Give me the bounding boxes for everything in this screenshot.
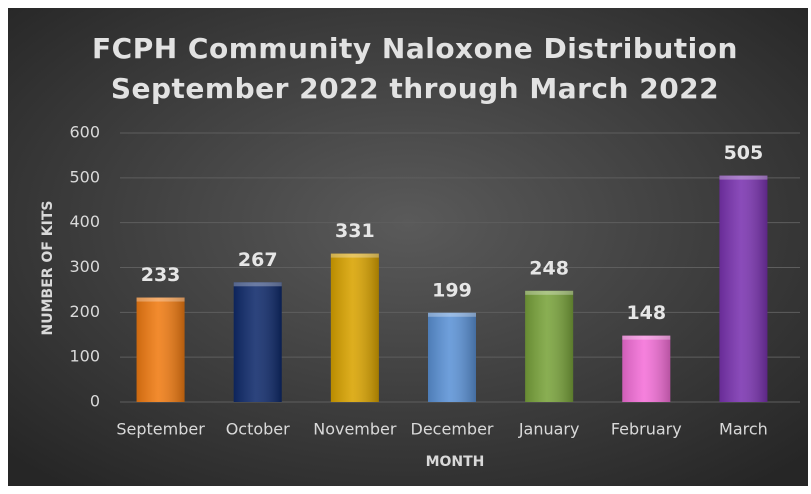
bar-top (330, 253, 379, 258)
x-tick-label: March (719, 420, 768, 439)
data-label: 248 (529, 257, 569, 279)
y-tick-label: 500 (69, 167, 100, 186)
bar-top (136, 297, 185, 302)
x-tick-label: January (518, 420, 580, 439)
x-tick-label: December (411, 420, 494, 439)
bar-top (525, 290, 574, 295)
y-tick-label: 400 (69, 212, 100, 231)
y-tick-label: 600 (69, 123, 100, 142)
x-tick-label: November (313, 420, 397, 439)
bar-top (233, 282, 282, 287)
data-label: 199 (432, 279, 472, 301)
y-tick-label: 200 (69, 302, 100, 321)
bar-shade (719, 175, 768, 402)
bar-top (719, 175, 768, 180)
x-tick-label: September (116, 420, 205, 439)
x-tick-label: October (226, 420, 290, 439)
background (8, 8, 808, 486)
data-label: 233 (141, 264, 181, 286)
bar-top (428, 312, 476, 317)
bar-shade (330, 253, 379, 402)
chart-title: FCPH Community Naloxone Distribution (92, 32, 738, 65)
data-label: 267 (238, 249, 278, 271)
data-label: 505 (724, 142, 764, 164)
y-tick-label: 100 (69, 347, 100, 366)
data-label: 148 (626, 302, 666, 324)
x-axis-title: MONTH (426, 454, 485, 470)
bar-top (622, 335, 671, 340)
x-tick-label: February (611, 420, 682, 439)
y-tick-label: 300 (69, 257, 100, 276)
bar-shade (622, 335, 671, 402)
bar-shade (525, 290, 574, 402)
data-label: 331 (335, 220, 375, 242)
bar-shade (428, 312, 476, 402)
y-axis-title: NUMBER OF KITS (40, 201, 56, 336)
y-tick-label: 0 (90, 392, 100, 411)
chart-title: September 2022 through March 2022 (111, 72, 719, 105)
bar-shade (233, 282, 282, 402)
bar-shade (136, 297, 185, 402)
